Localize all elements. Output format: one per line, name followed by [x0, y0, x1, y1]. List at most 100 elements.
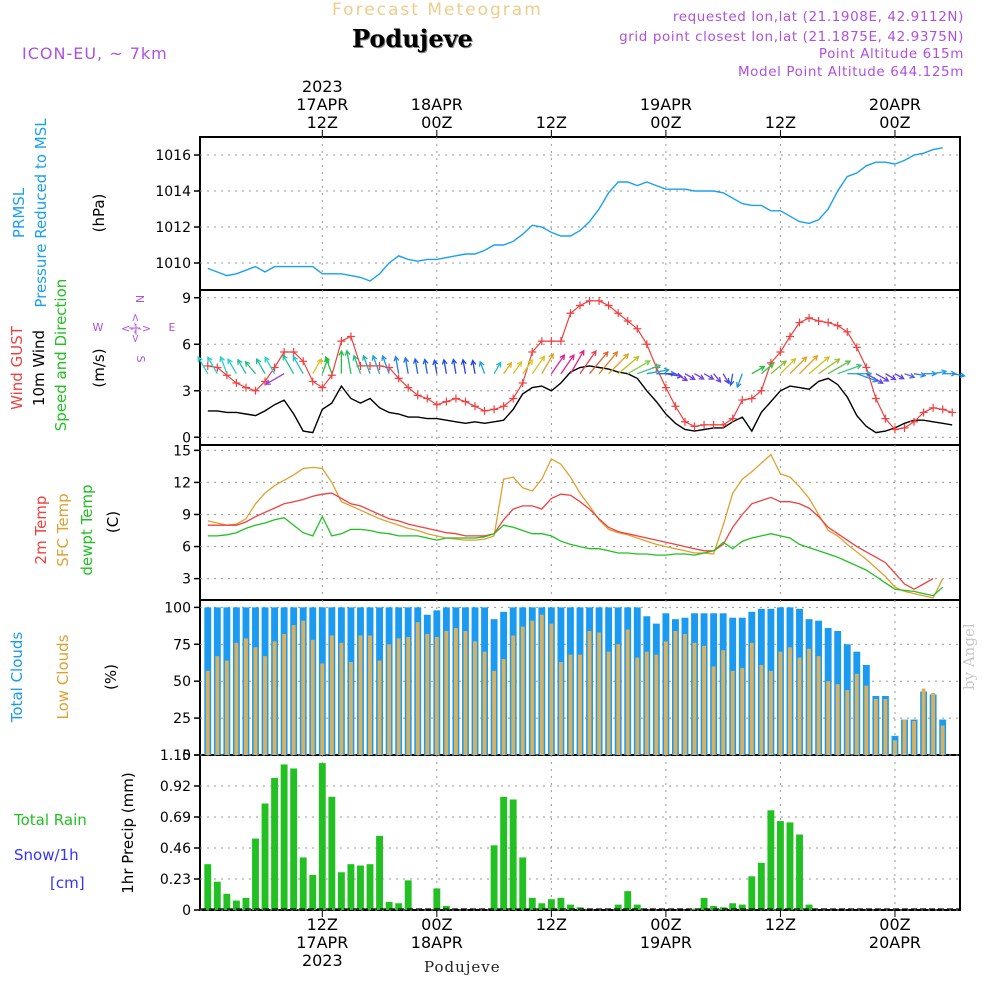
wind-direction-arrow [789, 356, 808, 375]
wind-arrow-head [715, 376, 722, 383]
gust-marker [661, 383, 670, 392]
rain-bar [328, 796, 336, 910]
gust-marker [948, 408, 957, 417]
wind-direction-arrow [282, 354, 295, 375]
wind-arrow-shaft [550, 354, 565, 375]
wind-arrow-head [422, 358, 429, 365]
low-cloud-bar [434, 636, 439, 755]
low-cloud-bar [788, 647, 792, 755]
low-cloud-bar [339, 642, 344, 755]
wind-arrow-shaft [589, 351, 609, 375]
wind-arrow-head [676, 372, 684, 379]
low-cloud-bar [320, 663, 325, 755]
low-cloud-bar [883, 698, 888, 755]
wind-arrow-head [197, 355, 203, 363]
wind-arrow-head [516, 360, 523, 367]
gust-marker [251, 386, 260, 395]
wind-direction-arrow [885, 373, 897, 381]
wind-arrow-head [877, 378, 884, 384]
wind-arrow-head [478, 360, 485, 367]
wind-arrow-head [890, 374, 897, 381]
gust-marker [881, 414, 890, 423]
gust-marker [566, 309, 575, 318]
y-tick-label: 0.69 [160, 810, 191, 826]
wind-arrow-head [612, 350, 619, 358]
low-cloud-bar [711, 666, 716, 755]
y-tick-label: 3 [182, 384, 191, 400]
wind-arrow-shaft [885, 373, 896, 381]
wind-arrow-head [381, 354, 387, 361]
wind-arrow-shaft [433, 360, 438, 374]
gust-marker [709, 420, 718, 429]
gust-marker [509, 394, 518, 403]
rain-bar [347, 864, 355, 910]
wind-arrow-shaft [713, 373, 722, 383]
gust-marker [518, 379, 527, 387]
rain-bar [213, 881, 221, 910]
gust-marker [232, 379, 241, 387]
wind-direction-arrow [770, 360, 787, 375]
bottom-tick-label: 00Z [879, 915, 910, 934]
gust-marker [680, 417, 689, 426]
y-tick-label: 15 [173, 443, 191, 459]
wind-arrow-shaft [414, 358, 419, 374]
wind-arrow-shaft [866, 373, 884, 384]
gust-marker [719, 420, 728, 429]
wind-arrow-head [470, 359, 477, 366]
top-hour-label: 12Z [765, 113, 796, 132]
dewpt-temp-line [207, 515, 944, 597]
low-cloud-bar [253, 647, 258, 755]
wind-arrow-shaft [372, 355, 381, 374]
gust-marker [642, 340, 651, 349]
wind-arrow-shaft [382, 355, 390, 374]
wind-arrow-shaft [522, 359, 533, 375]
wind-direction-arrow [722, 373, 730, 385]
gust-marker [814, 317, 823, 325]
y-tick-label: 0.46 [160, 841, 191, 857]
wind-gust-line [207, 300, 953, 431]
low-cloud-bar [816, 656, 821, 755]
wind-direction-arrow [684, 373, 696, 380]
low-cloud-bar [358, 635, 363, 755]
gust-marker [623, 317, 632, 325]
gust-marker [308, 377, 317, 386]
low-cloud-bar [826, 681, 831, 755]
gust-marker [757, 386, 766, 395]
bottom-tick-label: 12Z [765, 915, 796, 934]
wind-arrow-head [698, 374, 705, 380]
gust-marker [270, 363, 279, 372]
wind-arrow-shaft [362, 355, 371, 374]
pressure-line [207, 147, 943, 282]
point-altitude: Point Altitude 615m [818, 46, 964, 62]
low-cloud-bar [282, 633, 287, 755]
y-tick-label: 12 [173, 475, 191, 491]
wind-arrow-head [316, 357, 322, 365]
rain-bar [710, 905, 718, 910]
gust-marker [747, 394, 756, 403]
low-cloud-bar [234, 642, 239, 755]
wind-arrow-shaft [292, 356, 304, 375]
rain-bar [357, 865, 364, 910]
bottom-tick-label: 12Z [307, 915, 338, 934]
wind-arrow-head [845, 360, 852, 366]
low-cloud-bar [749, 642, 754, 755]
rain-bar [261, 803, 269, 910]
wind-arrow-shaft [875, 373, 889, 382]
y-tick-label: 50 [173, 674, 191, 690]
wind-arrow-shaft [703, 373, 714, 380]
low-cloud-bar [721, 650, 726, 755]
wind-direction-arrow [608, 353, 630, 375]
wind-arrow-shaft [617, 356, 639, 375]
wind-arrow-shaft [736, 373, 743, 388]
bottom-tick-label: 12Z [536, 915, 567, 934]
rain-bar [223, 893, 231, 910]
gust-marker [203, 361, 212, 370]
gust-marker [346, 332, 355, 341]
wind-arrow-shaft [220, 356, 228, 374]
top-hour-label: 00Z [879, 113, 910, 132]
dewpt-label: dewpt Temp [78, 484, 96, 575]
wind-direction-arrow [264, 356, 276, 375]
wind-arrow-shaft [493, 362, 502, 375]
wind-arrow-head [403, 356, 410, 363]
top-hour-label: 00Z [421, 113, 452, 132]
